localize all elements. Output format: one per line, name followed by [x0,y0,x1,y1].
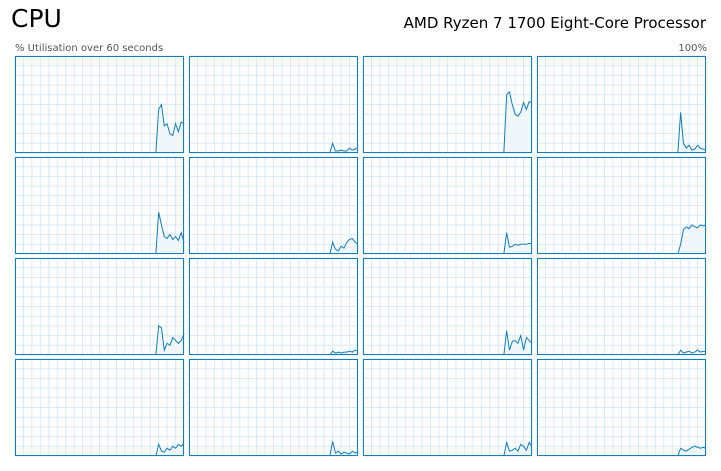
chart-border [15,157,184,254]
cpu-core-chart [362,358,533,457]
utilisation-area [155,212,184,254]
cpu-core-chart [14,156,185,255]
cpu-core-chart [536,257,707,356]
y-axis-label: % Utilisation over 60 seconds [15,43,163,54]
utilisation-area [677,446,706,456]
utilisation-area [329,143,358,153]
utilisation-line [677,112,707,154]
chart-border [537,157,706,254]
utilisation-line [677,445,707,457]
utilisation-line [155,212,185,255]
utilisation-line [329,349,359,356]
utilisation-line [155,325,185,356]
chart-border [537,258,706,355]
cpu-core-chart [536,55,707,154]
utilisation-line [329,141,359,154]
utilisation-line [503,232,533,255]
chart-border [189,258,358,355]
utilisation-area [677,224,706,254]
utilisation-line [329,441,359,457]
cpu-core-chart [362,156,533,255]
chart-border [189,359,358,456]
utilisation-line [329,237,359,255]
cpu-core-chart [14,358,185,457]
chart-border [15,359,184,456]
cpu-core-chart [362,55,533,154]
cpu-core-chart [536,156,707,255]
cpu-core-chart [14,55,185,154]
processor-name: AMD Ryzen 7 1700 Eight-Core Processor [404,14,707,32]
cpu-core-chart [188,156,359,255]
utilisation-area [503,330,532,355]
panel-title: CPU [11,4,62,33]
chart-border [363,157,532,254]
cpu-core-chart [188,358,359,457]
chart-border [537,56,706,153]
chart-border [15,56,184,153]
utilisation-line [677,349,707,356]
chart-border [15,258,184,355]
cpu-core-chart [188,55,359,154]
cpu-core-chart [362,257,533,356]
utilisation-line [503,90,533,154]
utilisation-area [155,325,184,355]
chart-border [189,157,358,254]
utilisation-area [503,442,532,456]
chart-border [189,56,358,153]
cpu-core-chart [14,257,185,356]
cpu-core-chart [188,257,359,356]
utilisation-line [503,330,533,356]
utilisation-line [677,224,707,255]
y-max-label: 100% [678,43,707,54]
utilisation-line [503,440,533,457]
chart-border [363,258,532,355]
chart-border [537,359,706,456]
chart-border [363,56,532,153]
utilisation-area [503,232,532,254]
chart-border [363,359,532,456]
utilisation-line [155,102,185,154]
cpu-core-chart [536,358,707,457]
utilisation-line [155,442,185,457]
